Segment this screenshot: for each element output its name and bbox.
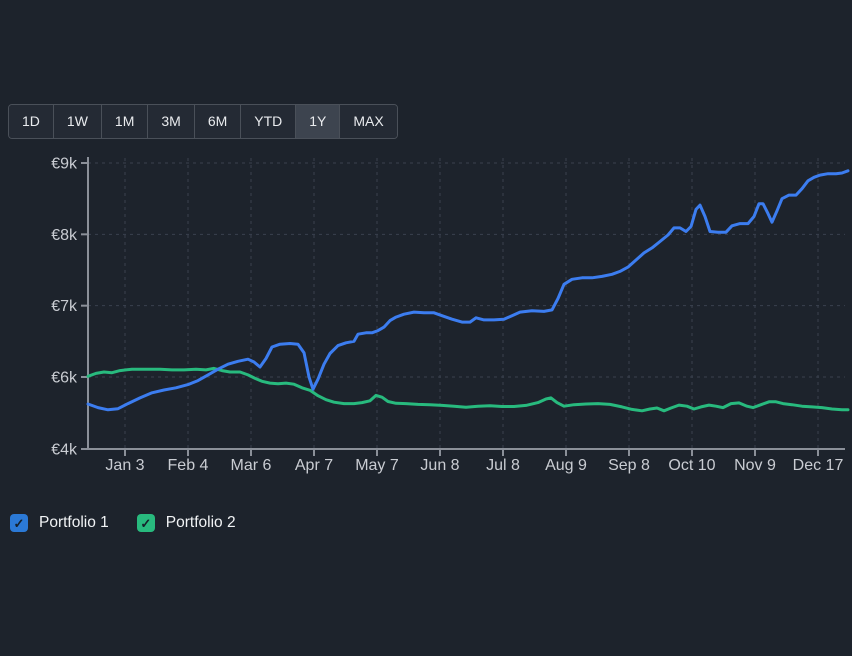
x-tick-label: Dec 17	[793, 457, 844, 474]
x-tick-label: May 7	[355, 457, 399, 474]
y-tick-label: €9k	[51, 156, 78, 173]
portfolio-2-checkbox[interactable]	[136, 514, 155, 532]
x-tick-label: Nov 9	[734, 457, 776, 474]
x-tick-label: Apr 7	[295, 457, 333, 474]
y-tick-label: €8k	[51, 227, 78, 244]
timeframe-button-3m[interactable]: 3M	[147, 105, 194, 138]
legend-label-portfolio-2: Portfolio 2	[165, 514, 236, 531]
legend-label-portfolio-1: Portfolio 1	[39, 514, 109, 531]
portfolio-2-line[interactable]	[86, 366, 850, 413]
x-tick-label: Mar 6	[231, 457, 272, 474]
portfolio-chart[interactable]: Jan 3 Feb 4 Mar 6 Apr 7 May 7 Jun 8 Jul 8 Aug 9…	[0, 0, 852, 500]
timeframe-button-1m[interactable]: 1M	[100, 105, 148, 138]
legend-item-portfolio-1[interactable]: Portfolio 1	[10, 514, 109, 532]
timeframe-button-6m[interactable]: 6M	[193, 105, 241, 138]
legend-item-portfolio-2[interactable]: Portfolio 2	[136, 514, 236, 532]
x-tick-label: Jan 3	[105, 457, 144, 474]
x-tick-label: Oct 10	[668, 457, 715, 474]
axes	[81, 157, 845, 456]
x-tick-label: Feb 4	[168, 457, 209, 474]
gridlines	[88, 158, 845, 449]
x-tick-label: Aug 9	[545, 457, 587, 474]
timeframe-button-max[interactable]: MAX	[339, 105, 397, 138]
y-tick-label: €6k	[51, 370, 78, 387]
y-tick-label: €7k	[51, 298, 78, 315]
tick-labels: Jan 3 Feb 4 Mar 6 Apr 7 May 7 Jun 8 Jul 8 Aug 9…	[51, 156, 843, 475]
timeframe-button-1d[interactable]: 1D	[9, 105, 53, 138]
x-tick-label: Jun 8	[420, 457, 459, 474]
portfolio-1-line[interactable]	[86, 169, 850, 412]
chart-legend: Portfolio 1 Portfolio 2	[10, 514, 236, 532]
portfolio-1-checkbox[interactable]	[10, 514, 28, 532]
y-tick-label: €4k	[51, 442, 78, 459]
timeframe-selector: 1D 1W 1M 3M 6M YTD 1Y MAX	[8, 104, 398, 139]
timeframe-button-ytd[interactable]: YTD	[240, 105, 296, 138]
series	[86, 169, 850, 413]
timeframe-button-1w[interactable]: 1W	[52, 105, 101, 138]
x-tick-label: Sep 8	[608, 457, 650, 474]
timeframe-button-1y[interactable]: 1Y	[295, 105, 340, 138]
x-tick-label: Jul 8	[486, 457, 520, 474]
